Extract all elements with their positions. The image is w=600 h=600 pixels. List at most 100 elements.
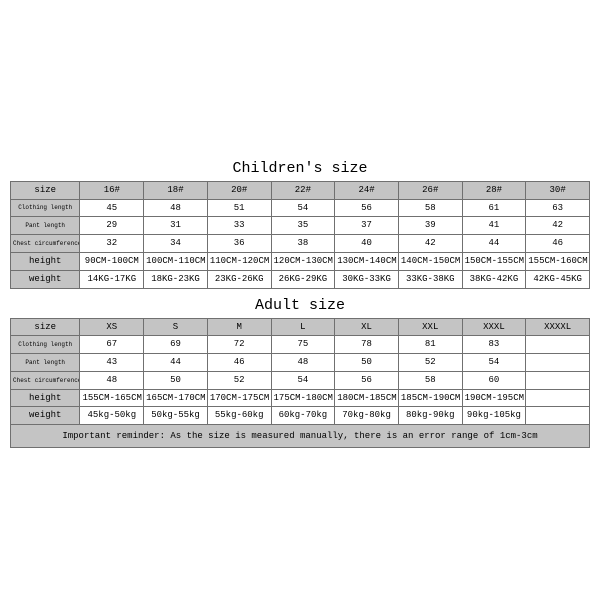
adult-cell-3-4: 180CM-185CM xyxy=(335,389,399,407)
children-cell-3-4: 130CM-140CM xyxy=(335,252,399,270)
children-cell-0-2: 51 xyxy=(207,199,271,217)
children-cell-3-1: 100CM-110CM xyxy=(144,252,208,270)
children-cell-0-6: 61 xyxy=(462,199,526,217)
adult-row-label-3: height xyxy=(11,389,80,407)
adult-cell-2-1: 50 xyxy=(144,371,208,389)
table-row: weight14KG-17KG18KG-23KG23KG-26KG26KG-29… xyxy=(11,270,590,288)
children-cell-0-4: 56 xyxy=(335,199,399,217)
children-cell-4-3: 26KG-29KG xyxy=(271,270,335,288)
children-cell-1-6: 41 xyxy=(462,217,526,235)
children-size-col-0: 16# xyxy=(80,181,144,199)
children-cell-4-4: 30KG-33KG xyxy=(335,270,399,288)
children-size-col-6: 28# xyxy=(462,181,526,199)
children-cell-1-7: 42 xyxy=(526,217,590,235)
adult-cell-1-7 xyxy=(526,354,590,372)
children-cell-2-3: 38 xyxy=(271,235,335,253)
adult-size-col-2: M xyxy=(207,318,271,336)
adult-cell-3-6: 190CM-195CM xyxy=(462,389,526,407)
children-row-label-0: Clothing length xyxy=(11,199,80,217)
children-size-col-2: 20# xyxy=(207,181,271,199)
adult-cell-2-2: 52 xyxy=(207,371,271,389)
adult-size-col-0: XS xyxy=(80,318,144,336)
size-chart: Children's size size16#18#20#22#24#26#28… xyxy=(10,152,590,449)
adult-size-col-5: XXL xyxy=(398,318,462,336)
adult-header-label: size xyxy=(11,318,80,336)
adult-cell-3-1: 165CM-170CM xyxy=(144,389,208,407)
children-table: size16#18#20#22#24#26#28#30#Clothing len… xyxy=(10,181,590,289)
adult-cell-4-6: 90kg-105kg xyxy=(462,407,526,425)
children-cell-1-0: 29 xyxy=(80,217,144,235)
children-cell-1-5: 39 xyxy=(398,217,462,235)
children-cell-2-7: 46 xyxy=(526,235,590,253)
adult-cell-4-7 xyxy=(526,407,590,425)
adult-row-label-0: Clothing length xyxy=(11,336,80,354)
adult-cell-4-1: 50kg-55kg xyxy=(144,407,208,425)
adult-cell-1-0: 43 xyxy=(80,354,144,372)
children-cell-0-1: 48 xyxy=(144,199,208,217)
adult-cell-2-7 xyxy=(526,371,590,389)
table-row: Pant length2931333537394142 xyxy=(11,217,590,235)
adult-cell-0-6: 83 xyxy=(462,336,526,354)
adult-title: Adult size xyxy=(10,289,590,318)
children-cell-2-4: 40 xyxy=(335,235,399,253)
children-cell-3-6: 150CM-155CM xyxy=(462,252,526,270)
adult-cell-3-7 xyxy=(526,389,590,407)
adult-cell-4-4: 70kg-80kg xyxy=(335,407,399,425)
adult-cell-1-5: 52 xyxy=(398,354,462,372)
adult-cell-2-4: 56 xyxy=(335,371,399,389)
table-row: weight45kg-50kg50kg-55kg55kg-60kg60kg-70… xyxy=(11,407,590,425)
adult-table: sizeXSSMLXLXXLXXXLXXXXLClothing length67… xyxy=(10,318,590,426)
reminder-note: Important reminder: As the size is measu… xyxy=(10,425,590,448)
adult-cell-2-5: 58 xyxy=(398,371,462,389)
adult-cell-4-0: 45kg-50kg xyxy=(80,407,144,425)
children-cell-4-1: 18KG-23KG xyxy=(144,270,208,288)
children-cell-2-5: 42 xyxy=(398,235,462,253)
adult-cell-3-2: 170CM-175CM xyxy=(207,389,271,407)
children-cell-0-5: 58 xyxy=(398,199,462,217)
adult-row-label-1: Pant length xyxy=(11,354,80,372)
adult-cell-2-6: 60 xyxy=(462,371,526,389)
adult-size-col-6: XXXL xyxy=(462,318,526,336)
adult-cell-0-7 xyxy=(526,336,590,354)
children-title: Children's size xyxy=(10,152,590,181)
adult-cell-2-0: 48 xyxy=(80,371,144,389)
children-cell-1-1: 31 xyxy=(144,217,208,235)
children-size-col-3: 22# xyxy=(271,181,335,199)
adult-cell-0-0: 67 xyxy=(80,336,144,354)
children-cell-2-6: 44 xyxy=(462,235,526,253)
adult-cell-4-5: 80kg-90kg xyxy=(398,407,462,425)
children-row-label-2: Chest circumference 1/2 xyxy=(11,235,80,253)
children-cell-0-7: 63 xyxy=(526,199,590,217)
adult-size-col-4: XL xyxy=(335,318,399,336)
table-row: height90CM-100CM100CM-110CM110CM-120CM12… xyxy=(11,252,590,270)
adult-cell-1-1: 44 xyxy=(144,354,208,372)
children-cell-2-2: 36 xyxy=(207,235,271,253)
children-cell-3-5: 140CM-150CM xyxy=(398,252,462,270)
children-row-label-4: weight xyxy=(11,270,80,288)
children-header-label: size xyxy=(11,181,80,199)
adult-cell-1-3: 48 xyxy=(271,354,335,372)
children-cell-1-2: 33 xyxy=(207,217,271,235)
adult-cell-0-4: 78 xyxy=(335,336,399,354)
adult-cell-0-3: 75 xyxy=(271,336,335,354)
children-cell-2-1: 34 xyxy=(144,235,208,253)
adult-cell-3-0: 155CM-165CM xyxy=(80,389,144,407)
children-cell-1-3: 35 xyxy=(271,217,335,235)
adult-cell-2-3: 54 xyxy=(271,371,335,389)
children-cell-0-0: 45 xyxy=(80,199,144,217)
adult-cell-0-5: 81 xyxy=(398,336,462,354)
adult-size-col-1: S xyxy=(144,318,208,336)
children-cell-3-7: 155CM-160CM xyxy=(526,252,590,270)
children-row-label-1: Pant length xyxy=(11,217,80,235)
children-cell-0-3: 54 xyxy=(271,199,335,217)
children-cell-4-0: 14KG-17KG xyxy=(80,270,144,288)
children-cell-4-7: 42KG-45KG xyxy=(526,270,590,288)
children-size-col-4: 24# xyxy=(335,181,399,199)
children-size-col-5: 26# xyxy=(398,181,462,199)
adult-row-label-2: Chest circumference 1/2 xyxy=(11,371,80,389)
adult-size-col-7: XXXXL xyxy=(526,318,590,336)
children-cell-4-2: 23KG-26KG xyxy=(207,270,271,288)
children-cell-3-2: 110CM-120CM xyxy=(207,252,271,270)
table-row: Chest circumference 1/23234363840424446 xyxy=(11,235,590,253)
adult-cell-0-1: 69 xyxy=(144,336,208,354)
